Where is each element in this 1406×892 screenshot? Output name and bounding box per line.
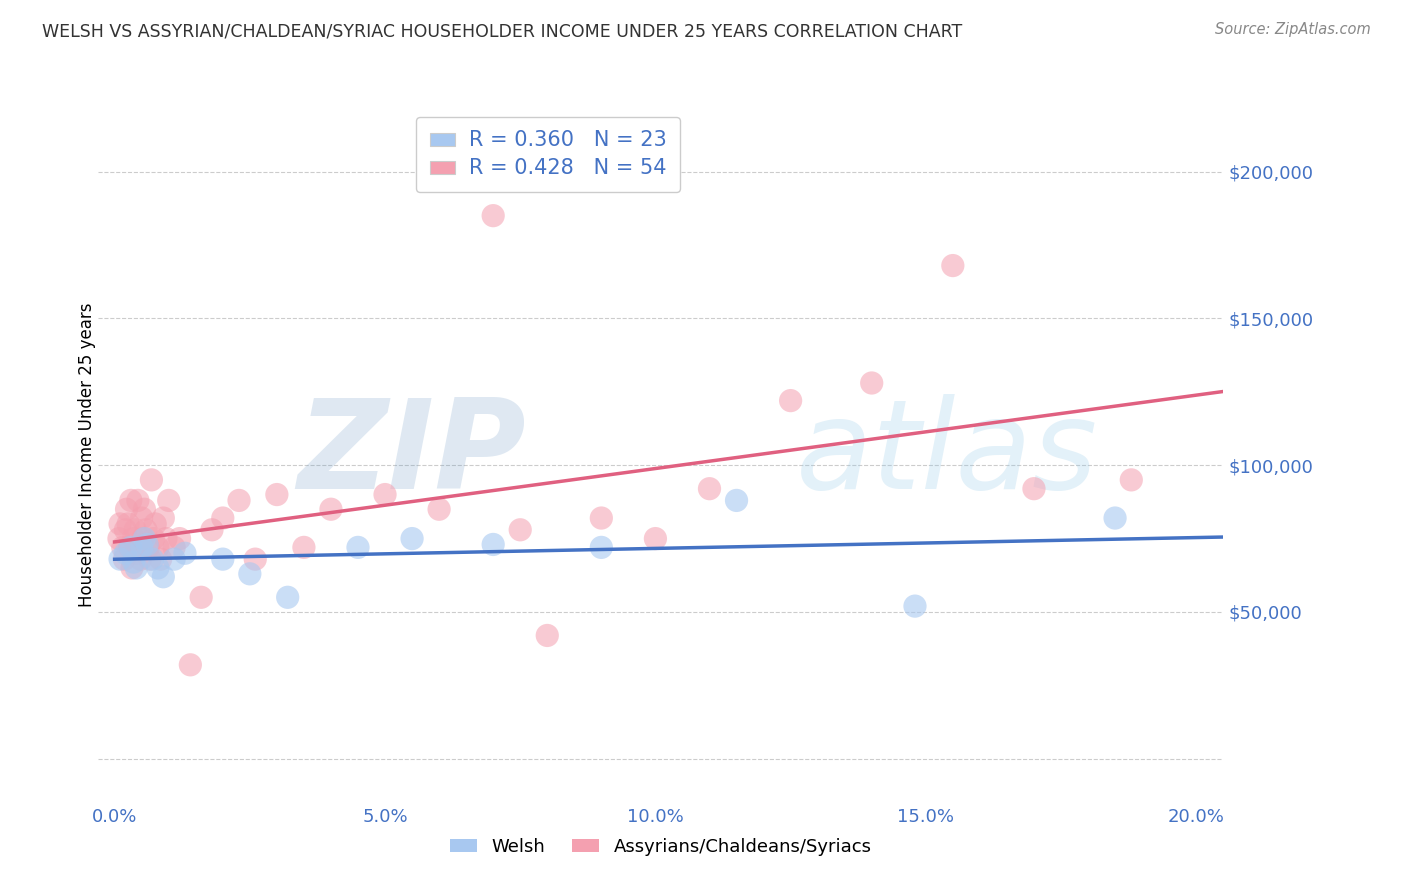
Point bbox=[131, 511, 153, 525]
Point bbox=[134, 532, 156, 546]
Y-axis label: Householder Income Under 25 years: Householder Income Under 25 years bbox=[79, 302, 96, 607]
Point bbox=[136, 537, 159, 551]
Point bbox=[245, 552, 267, 566]
Point bbox=[152, 570, 174, 584]
Point bbox=[139, 552, 162, 566]
Point bbox=[211, 511, 233, 525]
Point bbox=[699, 482, 721, 496]
Point bbox=[292, 541, 315, 555]
Point bbox=[536, 628, 558, 642]
Point bbox=[319, 502, 342, 516]
Point bbox=[111, 541, 134, 555]
Point bbox=[117, 516, 139, 531]
Point bbox=[131, 541, 153, 555]
Point bbox=[125, 561, 148, 575]
Point bbox=[142, 532, 165, 546]
Point bbox=[141, 552, 163, 566]
Point bbox=[132, 532, 155, 546]
Point bbox=[115, 502, 138, 516]
Point bbox=[152, 511, 174, 525]
Point bbox=[157, 493, 180, 508]
Point bbox=[401, 532, 423, 546]
Point bbox=[482, 537, 505, 551]
Point bbox=[121, 561, 143, 575]
Point bbox=[114, 523, 136, 537]
Point bbox=[163, 541, 186, 555]
Point bbox=[155, 532, 177, 546]
Point bbox=[127, 493, 149, 508]
Point bbox=[120, 493, 142, 508]
Point bbox=[228, 493, 250, 508]
Point bbox=[134, 502, 156, 516]
Point bbox=[125, 546, 148, 560]
Point bbox=[141, 473, 163, 487]
Point bbox=[129, 552, 152, 566]
Point bbox=[136, 541, 159, 555]
Point bbox=[860, 376, 883, 390]
Point bbox=[108, 532, 131, 546]
Point bbox=[347, 541, 370, 555]
Point bbox=[135, 523, 157, 537]
Point bbox=[591, 541, 613, 555]
Text: ZIP: ZIP bbox=[297, 394, 526, 516]
Point bbox=[1121, 473, 1143, 487]
Point bbox=[942, 259, 965, 273]
Text: Source: ZipAtlas.com: Source: ZipAtlas.com bbox=[1215, 22, 1371, 37]
Point bbox=[149, 552, 172, 566]
Point bbox=[644, 532, 666, 546]
Point bbox=[169, 532, 191, 546]
Point bbox=[108, 516, 131, 531]
Point bbox=[118, 541, 141, 555]
Point bbox=[108, 552, 131, 566]
Point bbox=[509, 523, 531, 537]
Point bbox=[1022, 482, 1045, 496]
Point bbox=[266, 487, 288, 501]
Point bbox=[190, 591, 212, 605]
Point bbox=[725, 493, 748, 508]
Point bbox=[120, 541, 142, 555]
Point bbox=[122, 555, 145, 569]
Point bbox=[904, 599, 927, 613]
Point bbox=[112, 552, 135, 566]
Point bbox=[374, 487, 396, 501]
Point bbox=[146, 561, 169, 575]
Point bbox=[482, 209, 505, 223]
Point bbox=[179, 657, 201, 672]
Point bbox=[122, 532, 145, 546]
Point bbox=[427, 502, 450, 516]
Point bbox=[591, 511, 613, 525]
Legend: Welsh, Assyrians/Chaldeans/Syriacs: Welsh, Assyrians/Chaldeans/Syriacs bbox=[443, 831, 879, 863]
Point bbox=[779, 393, 801, 408]
Point bbox=[163, 552, 186, 566]
Point bbox=[277, 591, 299, 605]
Point bbox=[128, 541, 150, 555]
Text: atlas: atlas bbox=[796, 394, 1098, 516]
Text: WELSH VS ASSYRIAN/CHALDEAN/SYRIAC HOUSEHOLDER INCOME UNDER 25 YEARS CORRELATION : WELSH VS ASSYRIAN/CHALDEAN/SYRIAC HOUSEH… bbox=[42, 22, 963, 40]
Point bbox=[1104, 511, 1126, 525]
Point bbox=[174, 546, 197, 560]
Point bbox=[201, 523, 224, 537]
Point bbox=[239, 566, 262, 581]
Point bbox=[211, 552, 233, 566]
Point bbox=[143, 516, 166, 531]
Point bbox=[114, 546, 136, 560]
Point bbox=[124, 523, 146, 537]
Point bbox=[146, 541, 169, 555]
